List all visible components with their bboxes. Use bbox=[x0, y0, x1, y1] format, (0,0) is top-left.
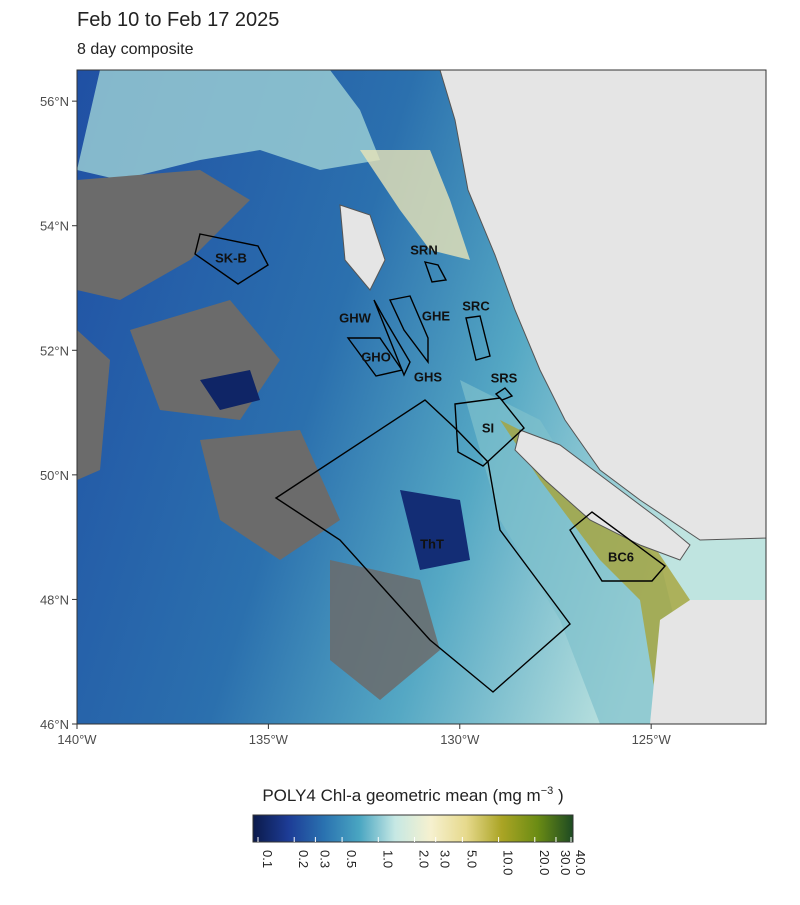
x-tick-label: 130°W bbox=[440, 732, 480, 747]
colorbar-tick-label: 20.0 bbox=[537, 850, 552, 875]
colorbar-tick-label: 0.2 bbox=[296, 850, 311, 868]
subtitle: 8 day composite bbox=[77, 41, 194, 58]
y-tick-label: 56°N bbox=[40, 94, 69, 109]
colorbar-tick-label: 30.0 bbox=[558, 850, 573, 875]
region-label: GHE bbox=[422, 308, 451, 323]
region-label: SRC bbox=[462, 298, 490, 313]
colorbar-tick-label: 2.0 bbox=[417, 850, 432, 868]
y-tick-label: 50°N bbox=[40, 468, 69, 483]
region-outlines bbox=[194, 233, 667, 693]
region-label: SI bbox=[482, 420, 494, 435]
legend-title-text: POLY4 Chl-a geometric mean (mg m bbox=[262, 786, 540, 805]
colorbar-tick-label: 0.1 bbox=[260, 850, 275, 868]
region-label: BC6 bbox=[608, 549, 634, 564]
x-tick-label: 125°W bbox=[632, 732, 672, 747]
colorbar-tick-label: 10.0 bbox=[501, 850, 516, 875]
colorbar-tick-label: 5.0 bbox=[464, 850, 479, 868]
map-image bbox=[77, 70, 766, 724]
region-label: SK-B bbox=[215, 250, 247, 265]
region-label: GHS bbox=[414, 369, 443, 384]
region-label: ThT bbox=[420, 536, 444, 551]
region-label: GHW bbox=[339, 310, 372, 325]
colorbar-tick-label: 40.0 bbox=[573, 850, 588, 875]
colorbar-tick-label: 0.3 bbox=[317, 850, 332, 868]
region-label: GHO bbox=[361, 349, 391, 364]
map-frame bbox=[76, 69, 767, 725]
colorbar-tick-label: 1.0 bbox=[380, 850, 395, 868]
x-tick-label: 135°W bbox=[249, 732, 289, 747]
legend-title-end: ) bbox=[553, 786, 563, 805]
colorbar-tick-label: 3.0 bbox=[438, 850, 453, 868]
region-label: SRS bbox=[491, 370, 518, 385]
y-tick-label: 46°N bbox=[40, 717, 69, 732]
colorbar bbox=[252, 814, 574, 843]
legend-title: POLY4 Chl-a geometric mean (mg m−3 ) bbox=[262, 785, 563, 805]
x-tick-label: 140°W bbox=[57, 732, 97, 747]
region-label: SRN bbox=[410, 242, 437, 257]
title: Feb 10 to Feb 17 2025 bbox=[77, 9, 279, 31]
y-tick-label: 54°N bbox=[40, 219, 69, 234]
legend-title-sup: −3 bbox=[541, 785, 554, 797]
y-tick-label: 48°N bbox=[40, 592, 69, 607]
colorbar-tick-label: 0.5 bbox=[344, 850, 359, 868]
y-tick-label: 52°N bbox=[40, 343, 69, 358]
